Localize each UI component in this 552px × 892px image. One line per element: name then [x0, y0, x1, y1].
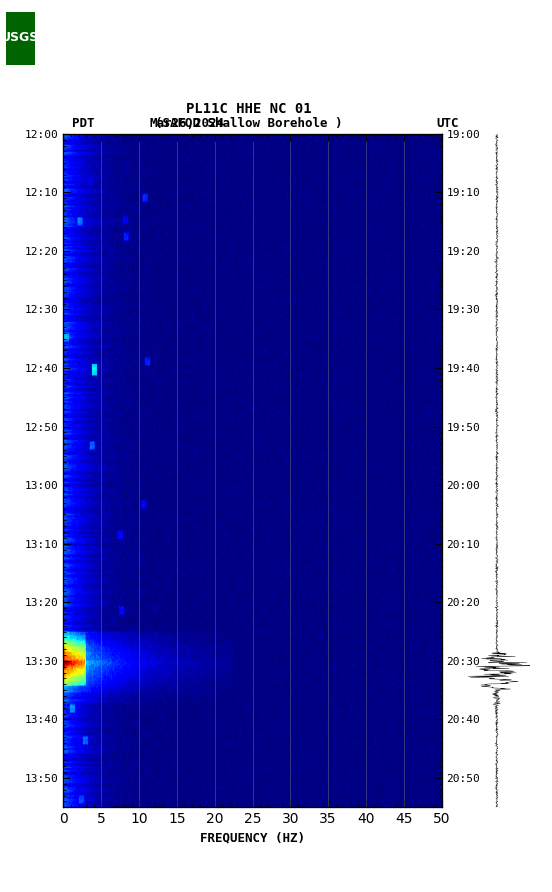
Text: Mar26,2024: Mar26,2024: [149, 117, 224, 129]
FancyBboxPatch shape: [6, 12, 35, 65]
Text: (SAFOD Shallow Borehole ): (SAFOD Shallow Borehole ): [155, 117, 342, 129]
X-axis label: FREQUENCY (HZ): FREQUENCY (HZ): [200, 831, 305, 845]
Text: PL11C HHE NC 01: PL11C HHE NC 01: [185, 102, 311, 116]
Text: PDT: PDT: [72, 117, 94, 129]
Text: UTC: UTC: [436, 117, 459, 129]
Text: USGS: USGS: [1, 30, 39, 44]
